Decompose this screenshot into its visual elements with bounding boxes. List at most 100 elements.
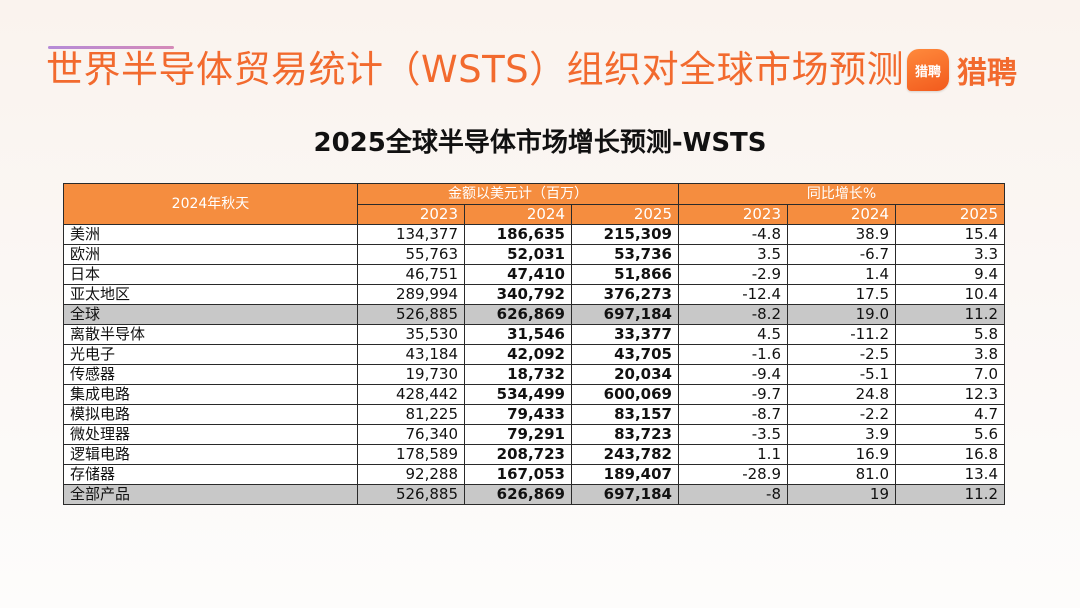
amount-cell: 79,291: [464, 424, 572, 445]
amount-cell: 53,736: [571, 244, 679, 265]
decorative-accent-line: [48, 46, 174, 49]
growth-cell: -11.2: [787, 324, 896, 345]
growth-cell: 3.5: [678, 244, 788, 265]
amount-cell: 43,184: [357, 344, 465, 365]
growth-cell: -1.6: [678, 344, 788, 365]
growth-cell: 1.1: [678, 444, 788, 465]
amount-cell: 215,309: [571, 224, 679, 245]
brand-logo: 猎聘 猎聘: [907, 46, 1017, 94]
row-label: 集成电路: [63, 384, 358, 405]
amount-cell: 47,410: [464, 264, 572, 285]
table-row: 光电子 43,184 42,092 43,705 -1.6 -2.5 3.8: [63, 344, 1005, 365]
amount-cell: 167,053: [464, 464, 572, 485]
forecast-table: 2024年秋天 金额以美元计（百万） 同比增长% 2023 2024 2025 …: [63, 183, 1005, 505]
growth-cell: 24.8: [787, 384, 896, 405]
row-label: 逻辑电路: [63, 444, 358, 465]
growth-cell: -9.4: [678, 364, 788, 385]
growth-cell: 1.4: [787, 264, 896, 285]
brand-logo-icon: 猎聘: [907, 49, 949, 91]
corner-header: 2024年秋天: [63, 183, 358, 225]
growth-cell: 11.2: [895, 304, 1005, 325]
growth-cell: 5.6: [895, 424, 1005, 445]
amount-cell: 289,994: [357, 284, 465, 305]
growth-group-header: 同比增长%: [678, 183, 1005, 205]
growth-cell: 3.9: [787, 424, 896, 445]
amount-cell: 626,869: [464, 484, 572, 505]
growth-cell: -8.7: [678, 404, 788, 425]
amount-cell: 20,034: [571, 364, 679, 385]
table-row: 美洲 134,377 186,635 215,309 -4.8 38.9 15.4: [63, 224, 1005, 245]
amount-cell: 526,885: [357, 304, 465, 325]
row-label: 美洲: [63, 224, 358, 245]
amount-cell: 76,340: [357, 424, 465, 445]
row-label: 传感器: [63, 364, 358, 385]
growth-cell: -2.5: [787, 344, 896, 365]
table-total-row: 全球 526,885 626,869 697,184 -8.2 19.0 11.2: [63, 304, 1005, 325]
amount-cell: 134,377: [357, 224, 465, 245]
amount-cell: 697,184: [571, 484, 679, 505]
growth-cell: 16.9: [787, 444, 896, 465]
amount-cell: 208,723: [464, 444, 572, 465]
amount-cell: 626,869: [464, 304, 572, 325]
amount-cell: 81,225: [357, 404, 465, 425]
row-label: 光电子: [63, 344, 358, 365]
growth-cell: 38.9: [787, 224, 896, 245]
amount-cell: 376,273: [571, 284, 679, 305]
table-total-row: 全部产品 526,885 626,869 697,184 -8 19 11.2: [63, 484, 1005, 505]
year-header: 2025: [571, 204, 679, 225]
table-row: 传感器 19,730 18,732 20,034 -9.4 -5.1 7.0: [63, 364, 1005, 385]
amount-cell: 31,546: [464, 324, 572, 345]
amount-cell: 42,092: [464, 344, 572, 365]
amount-cell: 534,499: [464, 384, 572, 405]
growth-cell: 3.8: [895, 344, 1005, 365]
growth-cell: -12.4: [678, 284, 788, 305]
row-label: 亚太地区: [63, 284, 358, 305]
growth-cell: 15.4: [895, 224, 1005, 245]
growth-cell: 16.8: [895, 444, 1005, 465]
growth-cell: 10.4: [895, 284, 1005, 305]
amount-cell: 33,377: [571, 324, 679, 345]
year-header: 2024: [464, 204, 572, 225]
slide-title: 世界半导体贸易统计（WSTS）组织对全球市场预测: [46, 48, 905, 91]
growth-cell: -8.2: [678, 304, 788, 325]
amount-cell: 600,069: [571, 384, 679, 405]
growth-cell: 9.4: [895, 264, 1005, 285]
growth-cell: -3.5: [678, 424, 788, 445]
amount-cell: 52,031: [464, 244, 572, 265]
growth-cell: 17.5: [787, 284, 896, 305]
growth-cell: -9.7: [678, 384, 788, 405]
amount-cell: 697,184: [571, 304, 679, 325]
year-header: 2023: [357, 204, 465, 225]
amount-cell: 178,589: [357, 444, 465, 465]
table-row: 集成电路 428,442 534,499 600,069 -9.7 24.8 12.3: [63, 384, 1005, 405]
growth-cell: -4.8: [678, 224, 788, 245]
row-label: 模拟电路: [63, 404, 358, 425]
growth-cell: -28.9: [678, 464, 788, 485]
year-header: 2023: [678, 204, 788, 225]
growth-cell: -2.9: [678, 264, 788, 285]
table-row: 微处理器 76,340 79,291 83,723 -3.5 3.9 5.6: [63, 424, 1005, 445]
amount-cell: 51,866: [571, 264, 679, 285]
table-row: 模拟电路 81,225 79,433 83,157 -8.7 -2.2 4.7: [63, 404, 1005, 425]
row-label: 存储器: [63, 464, 358, 485]
amount-cell: 18,732: [464, 364, 572, 385]
amount-cell: 79,433: [464, 404, 572, 425]
growth-cell: 13.4: [895, 464, 1005, 485]
table-row: 日本 46,751 47,410 51,866 -2.9 1.4 9.4: [63, 264, 1005, 285]
year-header: 2024: [787, 204, 896, 225]
amount-cell: 243,782: [571, 444, 679, 465]
row-label: 欧洲: [63, 244, 358, 265]
amount-cell: 46,751: [357, 264, 465, 285]
growth-cell: -6.7: [787, 244, 896, 265]
growth-cell: 81.0: [787, 464, 896, 485]
amount-cell: 340,792: [464, 284, 572, 305]
growth-cell: 4.5: [678, 324, 788, 345]
table-row: 亚太地区 289,994 340,792 376,273 -12.4 17.5 10.4: [63, 284, 1005, 305]
growth-cell: -8: [678, 484, 788, 505]
amount-group-header: 金额以美元计（百万）: [357, 183, 679, 205]
table-row: 欧洲 55,763 52,031 53,736 3.5 -6.7 3.3: [63, 244, 1005, 265]
table-body: 美洲 134,377 186,635 215,309 -4.8 38.9 15.4 欧洲 55,…: [63, 224, 1005, 505]
growth-cell: -2.2: [787, 404, 896, 425]
row-label: 全球: [63, 304, 358, 325]
growth-cell: -5.1: [787, 364, 896, 385]
